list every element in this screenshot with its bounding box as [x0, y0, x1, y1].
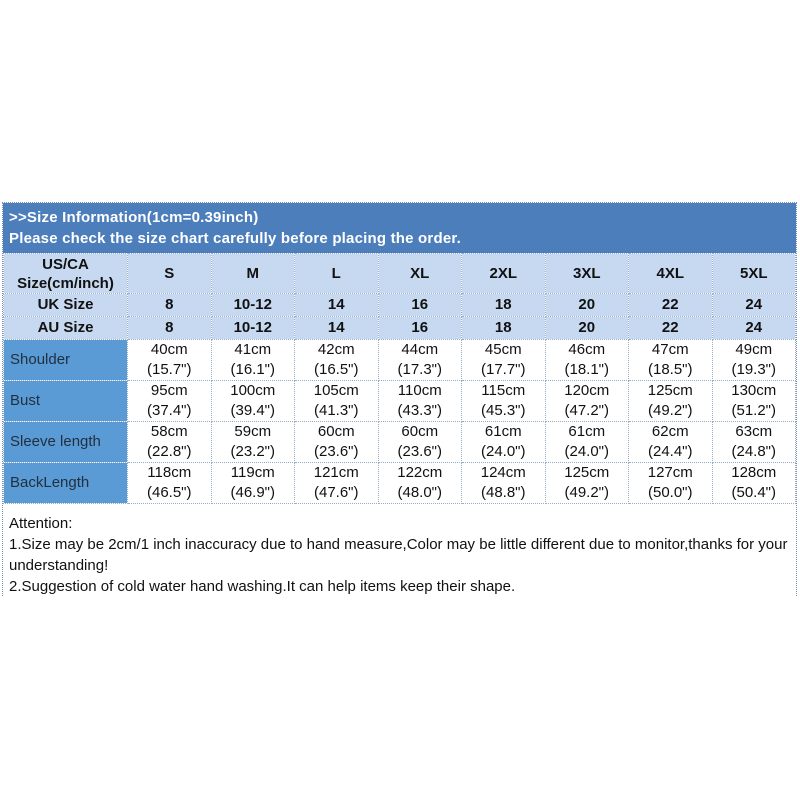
size-value-cell: 8	[127, 316, 212, 340]
size-value-cell: 4XL	[628, 253, 713, 294]
size-value-cell: 41cm (16.1")	[210, 339, 295, 381]
size-value-cell: 120cm (47.2")	[544, 380, 629, 422]
size-value-cell: 125cm (49.2")	[628, 380, 713, 422]
size-value-cell: 127cm (50.0")	[628, 462, 713, 504]
size-value-cell: 61cm (24.0")	[544, 421, 629, 463]
size-value-cell: 20	[544, 293, 629, 317]
size-value-cell: 18	[461, 293, 546, 317]
size-value-cell: L	[294, 253, 379, 294]
title-band: >>Size Information(1cm=0.39inch) Please …	[3, 203, 796, 253]
size-chart-panel: >>Size Information(1cm=0.39inch) Please …	[2, 202, 797, 597]
size-value-cell: 122cm (48.0")	[377, 462, 462, 504]
size-value-cell: 10-12	[210, 316, 295, 340]
row-label-cell: Sleeve length	[3, 421, 128, 463]
row-label-cell: US/CA Size(cm/inch)	[3, 253, 128, 294]
size-value-cell: 59cm (23.2")	[210, 421, 295, 463]
size-value-cell: 47cm (18.5")	[628, 339, 713, 381]
page-title: >>Size Information(1cm=0.39inch)	[9, 209, 259, 226]
size-value-cell: 118cm (46.5")	[127, 462, 212, 504]
size-value-cell: 60cm (23.6")	[294, 421, 379, 463]
table-row: UK Size 8 10-12 14 16 18 20 22 24	[3, 293, 796, 317]
table-row: Bust 95cm (37.4") 100cm (39.4") 105cm (41.3…	[3, 380, 796, 422]
size-value-cell: 124cm (48.8")	[461, 462, 546, 504]
row-label-cell: Bust	[3, 380, 128, 422]
size-value-cell: 44cm (17.3")	[377, 339, 462, 381]
size-value-cell: 119cm (46.9")	[210, 462, 295, 504]
size-value-cell: 128cm (50.4")	[711, 462, 796, 504]
size-value-cell: 10-12	[210, 293, 295, 317]
size-value-cell: 110cm (43.3")	[377, 380, 462, 422]
size-value-cell: 61cm (24.0")	[461, 421, 546, 463]
size-value-cell: 125cm (49.2")	[544, 462, 629, 504]
size-value-cell: 22	[628, 316, 713, 340]
size-value-cell: 5XL	[711, 253, 796, 294]
row-label-cell: BackLength	[3, 462, 128, 504]
size-value-cell: 45cm (17.7")	[461, 339, 546, 381]
size-value-cell: 46cm (18.1")	[544, 339, 629, 381]
table-row: BackLength 118cm (46.5") 119cm (46.9") 121c…	[3, 462, 796, 504]
size-value-cell: 3XL	[544, 253, 629, 294]
size-value-cell: 22	[628, 293, 713, 317]
size-value-cell: 130cm (51.2")	[711, 380, 796, 422]
size-value-cell: 40cm (15.7")	[127, 339, 212, 381]
size-value-cell: 18	[461, 316, 546, 340]
size-value-cell: 105cm (41.3")	[294, 380, 379, 422]
size-value-cell: 16	[377, 316, 462, 340]
size-value-cell: 63cm (24.8")	[711, 421, 796, 463]
table-row: US/CA Size(cm/inch) S M L XL 2XL 3XL 4XL 5XL	[3, 253, 796, 294]
size-value-cell: 2XL	[461, 253, 546, 294]
size-value-cell: 58cm (22.8")	[127, 421, 212, 463]
size-value-cell: 24	[711, 293, 796, 317]
size-value-cell: XL	[377, 253, 462, 294]
size-value-cell: 115cm (45.3")	[461, 380, 546, 422]
attention-note-2: 2.Suggestion of cold water hand washing.…	[9, 578, 516, 595]
size-value-cell: 16	[377, 293, 462, 317]
attention-heading: Attention:	[9, 515, 73, 532]
size-table-body: US/CA Size(cm/inch) S M L XL 2XL 3XL 4XL 5XL UK S…	[3, 253, 796, 504]
size-value-cell: 121cm (47.6")	[294, 462, 379, 504]
size-value-cell: 42cm (16.5")	[294, 339, 379, 381]
row-label-cell: Shoulder	[3, 339, 128, 381]
size-value-cell: 60cm (23.6")	[377, 421, 462, 463]
table-row: Sleeve length 58cm (22.8") 59cm (23.2") 60c…	[3, 421, 796, 463]
attention-section: Attention: 1.Size may be 2cm/1 inch inac…	[3, 504, 796, 597]
size-value-cell: 24	[711, 316, 796, 340]
size-value-cell: 100cm (39.4")	[210, 380, 295, 422]
size-value-cell: S	[127, 253, 212, 294]
size-value-cell: 49cm (19.3")	[711, 339, 796, 381]
row-label-cell: UK Size	[3, 293, 128, 317]
row-label-cell: AU Size	[3, 316, 128, 340]
size-value-cell: 14	[294, 293, 379, 317]
table-row: AU Size 8 10-12 14 16 18 20 22 24	[3, 316, 796, 340]
size-value-cell: 14	[294, 316, 379, 340]
size-value-cell: 8	[127, 293, 212, 317]
attention-note-1: 1.Size may be 2cm/1 inch inaccuracy due …	[9, 536, 788, 574]
size-value-cell: 20	[544, 316, 629, 340]
size-value-cell: 62cm (24.4")	[628, 421, 713, 463]
size-table: US/CA Size(cm/inch) S M L XL 2XL 3XL 4XL 5XL UK S…	[3, 253, 796, 504]
size-value-cell: 95cm (37.4")	[127, 380, 212, 422]
page-subtitle: Please check the size chart carefully be…	[9, 230, 461, 247]
size-value-cell: M	[210, 253, 295, 294]
table-row: Shoulder 40cm (15.7") 41cm (16.1") 42cm (16…	[3, 339, 796, 381]
